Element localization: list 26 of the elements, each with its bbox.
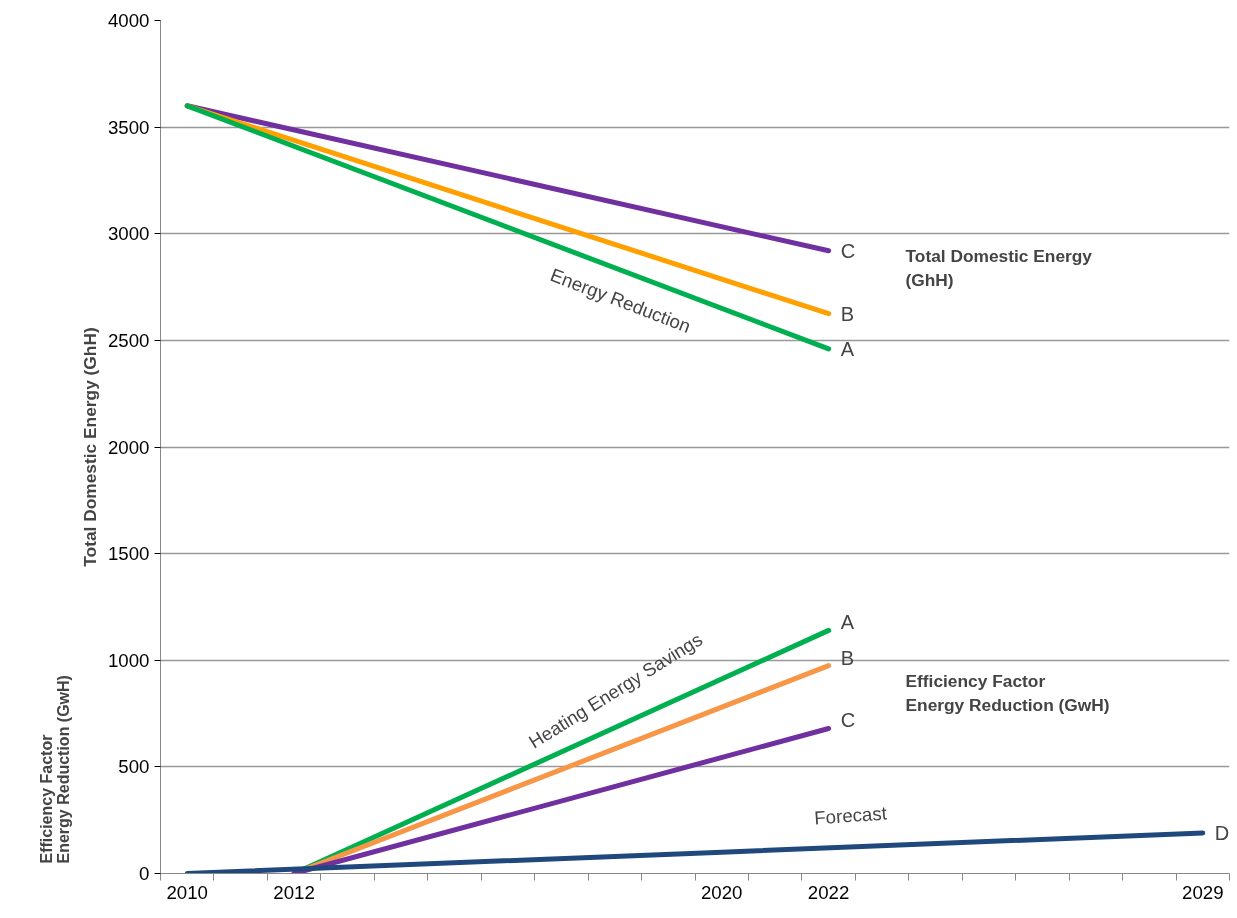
annotation: Total Domestic Energy (GhH) <box>905 245 1093 290</box>
y-tick-label: 500 <box>118 756 150 778</box>
series-label: B <box>840 646 854 669</box>
annotation: Efficiency Factor Energy Reduction (GwH) <box>905 670 1110 715</box>
series-label: B <box>840 302 854 325</box>
text: Efficiency Factor Energy Reduction (GwH) <box>37 675 72 864</box>
y-tick-label: 4000 <box>108 10 150 31</box>
y-tick-label: 2000 <box>108 436 150 458</box>
y-tick-label: 1500 <box>108 543 150 565</box>
series-label: D <box>1214 821 1230 844</box>
y-axis-title: Total Domestic Energy (GhH) <box>80 327 100 567</box>
x-tick-label: 2029 <box>1182 881 1224 903</box>
x-tick-label: 2010 <box>166 881 208 903</box>
series-label: A <box>840 337 855 360</box>
series-label: C <box>840 239 856 262</box>
x-tick-label: 2012 <box>273 881 315 903</box>
y-tick-label: 3500 <box>108 116 150 138</box>
y-tick-label: 2500 <box>108 329 150 351</box>
x-tick-label: 2020 <box>700 881 743 903</box>
series-label: A <box>840 611 855 634</box>
y-tick-label: 1000 <box>108 649 150 671</box>
series-label: C <box>840 709 856 732</box>
y-tick-label: 0 <box>139 863 150 884</box>
annotation: Forecast <box>813 802 889 829</box>
x-tick-label: 2022 <box>807 881 850 903</box>
y-tick-label: 3000 <box>108 223 150 245</box>
